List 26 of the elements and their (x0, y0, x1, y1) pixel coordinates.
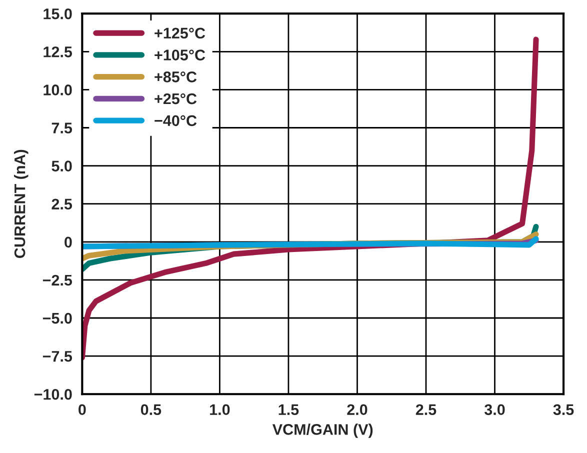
y-tick-label: 2.5 (52, 198, 72, 210)
x-tick-label: 3.5 (553, 404, 574, 416)
x-tick-label: 2.5 (416, 404, 436, 416)
x-axis-title: VCM/GAIN (V) (272, 424, 373, 438)
x-tick-label: 1.0 (210, 404, 230, 416)
legend-label: +125°C (154, 28, 206, 39)
y-tick-label: −2.5 (42, 274, 72, 286)
legend-label: +105°C (154, 50, 206, 60)
y-tick-label: 7.5 (52, 122, 72, 134)
x-tick-label: 1.5 (278, 404, 299, 416)
y-tick-label: 15.0 (44, 8, 72, 20)
x-tick-label: 0 (78, 404, 86, 416)
y-tick-label: −5.0 (42, 312, 72, 324)
y-tick-label: 12.5 (44, 46, 72, 58)
x-tick-label: 2.0 (347, 404, 368, 416)
y-axis-title: CURRENT (nA) (14, 150, 28, 258)
y-tick-label: −10.0 (34, 388, 72, 400)
y-tick-label: −7.5 (42, 351, 72, 362)
y-tick-label: 10.0 (44, 84, 72, 96)
y-tick-label: 5.0 (52, 160, 72, 172)
x-tick-label: 3.0 (484, 404, 505, 416)
legend-label: +25°C (154, 93, 197, 104)
legend-label: −40°C (154, 115, 197, 126)
legend-label: +85°C (154, 72, 197, 82)
x-tick-label: 0.5 (140, 404, 162, 416)
y-tick-label: 0 (64, 236, 72, 248)
